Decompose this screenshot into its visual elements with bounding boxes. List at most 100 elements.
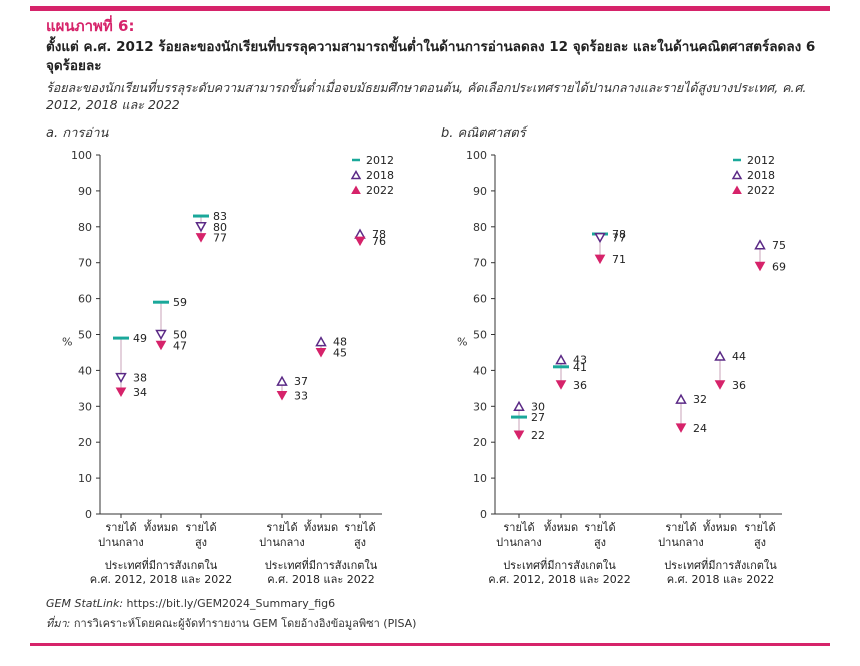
panel2-y-tick-label: 100 xyxy=(466,149,487,162)
panel2-data-label: 24 xyxy=(693,422,707,435)
source-label: ที่มา: xyxy=(46,617,71,630)
panel2-x-tick-label: ปานกลาง xyxy=(658,536,704,549)
panel1-x-tick-label: รายได้ xyxy=(266,521,297,534)
panel1-legend-label: 2012 xyxy=(366,154,394,167)
figure-label: แผนภาพที่ 6: xyxy=(46,17,135,35)
panel1-y-tick-label: 10 xyxy=(78,472,92,485)
panel2-data-label: 36 xyxy=(573,379,587,392)
panel1-data-label: 45 xyxy=(333,346,347,359)
panel2-marker-2022 xyxy=(754,261,766,272)
panel1-data-label: 59 xyxy=(173,296,187,309)
panel2-x-tick-label: รายได้ xyxy=(584,521,615,534)
panel2-marker-2018 xyxy=(754,239,766,250)
panel1-y-tick-label: 20 xyxy=(78,436,92,449)
top-accent-bar xyxy=(30,6,830,11)
panel1-data-label: 38 xyxy=(133,372,147,385)
panel2-data-label: 69 xyxy=(772,260,786,273)
statlink-label: GEM StatLink: xyxy=(46,597,124,610)
panel1-y-tick-label: 70 xyxy=(78,257,92,270)
panel1-x-tick-label: รายได้ xyxy=(185,521,216,534)
panel1-y-tick-label: 40 xyxy=(78,364,92,377)
panel2-legend-label: 2022 xyxy=(747,184,775,197)
panel1-y-tick-label: 80 xyxy=(78,221,92,234)
panel2-y-tick-label: 0 xyxy=(480,508,487,521)
panel2-x-tick-label: รายได้ xyxy=(503,521,534,534)
panel2-data-label: 32 xyxy=(693,393,707,406)
panel-title-reading: a. การอ่าน xyxy=(46,126,109,141)
panel2-marker-2022 xyxy=(555,380,567,390)
panel1-data-label: 47 xyxy=(173,339,187,352)
panel1-marker-2018 xyxy=(315,336,327,347)
panel2-group-label: ค.ศ. 2018 และ 2022 xyxy=(667,573,775,586)
panel1-marker-2022 xyxy=(115,387,127,397)
panel2-marker-2018 xyxy=(675,393,687,404)
panel1-data-label: 78 xyxy=(372,228,386,241)
source-line: ที่มา: การวิเคราะห์โดยคณะผู้จัดทำรายงาน … xyxy=(46,614,416,632)
panel2-legend-marker-2018 xyxy=(731,169,743,180)
panel1-marker-2018 xyxy=(155,329,167,341)
panel2-group-label: ค.ศ. 2012, 2018 และ 2022 xyxy=(488,573,631,586)
panel1-x-tick-label: สูง xyxy=(354,536,366,549)
panel1-group-label: ค.ศ. 2012, 2018 และ 2022 xyxy=(90,573,233,586)
panel2-marker-2022 xyxy=(675,423,687,433)
panel2-data-label: 44 xyxy=(732,350,746,363)
panel2-data-label: 27 xyxy=(531,411,545,424)
panel1-y-axis-label: % xyxy=(62,336,72,349)
panel2-y-tick-label: 20 xyxy=(473,436,487,449)
panel2-group-label: ประเทศที่มีการสังเกตใน xyxy=(664,557,777,572)
panel1-data-label: 77 xyxy=(213,232,227,245)
figure-subtitle: ร้อยละของนักเรียนที่บรรลุระดับความสามารถ… xyxy=(46,80,807,112)
panel2-y-tick-label: 50 xyxy=(473,329,487,342)
panel1-x-tick-label: สูง xyxy=(195,536,207,549)
panel2-x-tick-label: สูง xyxy=(594,536,606,549)
panel2-legend-label: 2018 xyxy=(747,169,775,182)
panel1-marker-2022 xyxy=(276,391,288,401)
panel1-x-tick-label: รายได้ xyxy=(105,521,136,534)
panel2-y-tick-label: 30 xyxy=(473,400,487,413)
source-text: การวิเคราะห์โดยคณะผู้จัดทำรายงาน GEM โดย… xyxy=(73,617,417,630)
panel-title-math: b. คณิตศาสตร์ xyxy=(441,126,526,141)
panel1-group-label: ประเทศที่มีการสังเกตใน xyxy=(265,557,378,572)
panel1-marker-2022 xyxy=(155,340,167,351)
panel1-legend-label: 2018 xyxy=(366,169,394,182)
panel2-y-tick-label: 10 xyxy=(473,472,487,485)
panel1-data-label: 37 xyxy=(294,375,308,388)
panel2-x-tick-label: รายได้ xyxy=(744,521,775,534)
panel1-data-label: 50 xyxy=(173,329,187,342)
statlink-url[interactable]: https://bit.ly/GEM2024_Summary_fig6 xyxy=(126,597,336,610)
panel1-y-tick-label: 90 xyxy=(78,185,92,198)
panel2-y-axis-label: % xyxy=(457,336,467,349)
panel2-data-label: 30 xyxy=(531,400,545,413)
panel1-legend-marker-2018 xyxy=(350,169,362,180)
panel2-marker-2018 xyxy=(513,400,525,412)
panel1-y-tick-label: 50 xyxy=(78,329,92,342)
panel2-legend-label: 2012 xyxy=(747,154,775,167)
panel2-data-label: 75 xyxy=(772,239,786,252)
panel1-data-label: 34 xyxy=(133,386,147,399)
panel1-y-tick-label: 100 xyxy=(71,149,92,162)
panel1-marker-2022 xyxy=(315,347,327,358)
panel2-marker-2018 xyxy=(714,350,726,361)
panel2-data-label: 78 xyxy=(612,228,626,241)
panel2-marker-2018 xyxy=(594,232,606,244)
panel2-y-tick-label: 80 xyxy=(473,221,487,234)
panel1-marker-2022 xyxy=(354,236,366,247)
panel2-data-label: 41 xyxy=(573,361,587,374)
panel2-data-label: 36 xyxy=(732,379,746,392)
panel1-data-label: 33 xyxy=(294,390,308,403)
panel1-data-label: 76 xyxy=(372,235,386,248)
panel2-x-tick-label: ทั้งหมด xyxy=(703,519,737,534)
panel1-data-label: 49 xyxy=(133,332,147,345)
panel1-marker-2018 xyxy=(195,222,207,233)
panel1-group-label: ประเทศที่มีการสังเกตใน xyxy=(105,557,218,572)
panel1-y-tick-label: 0 xyxy=(85,508,92,521)
panel2-x-tick-label: ทั้งหมด xyxy=(544,519,578,534)
panel2-y-tick-label: 60 xyxy=(473,293,487,306)
panel1-marker-2022 xyxy=(195,233,207,243)
panel1-legend-label: 2022 xyxy=(366,184,394,197)
panel1-marker-2018 xyxy=(115,372,127,384)
panel2-marker-2022 xyxy=(714,380,726,390)
panel1-x-tick-label: ปานกลาง xyxy=(98,536,144,549)
panel2-marker-2022 xyxy=(513,430,525,441)
